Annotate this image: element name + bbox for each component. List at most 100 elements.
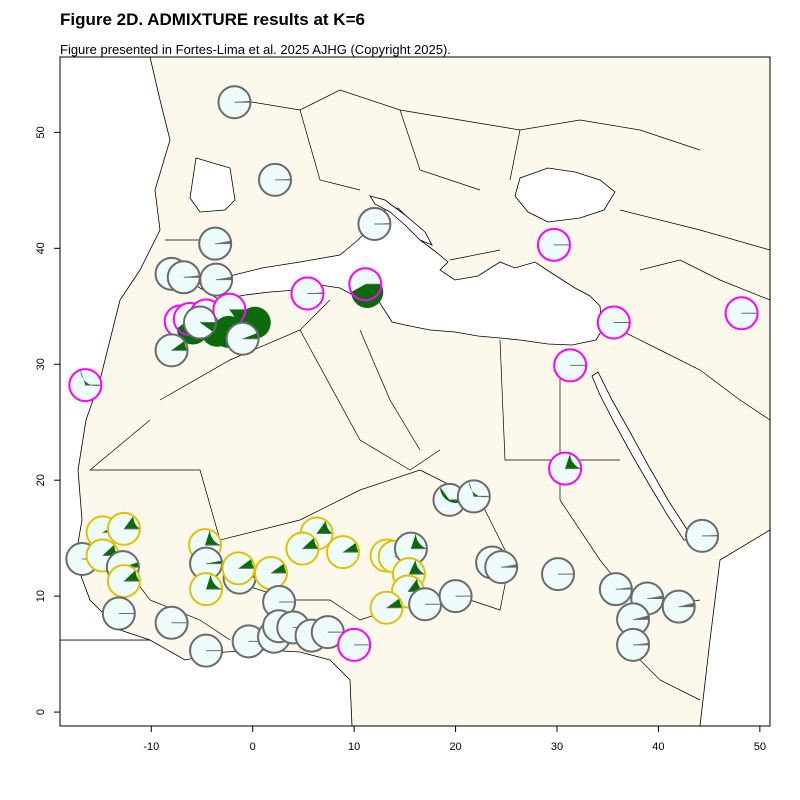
- pie-slice-grey: [615, 587, 632, 590]
- pie-slice-green: [468, 481, 490, 498]
- population-pie: [189, 633, 224, 668]
- pie-outline: [217, 85, 252, 120]
- x-tick-label: 10: [348, 741, 360, 753]
- pie-slice-green: [80, 369, 102, 386]
- border-line: [239, 89, 701, 151]
- pie-slice-green: [342, 542, 359, 553]
- pie-outline: [101, 596, 136, 631]
- y-tick-label: 10: [35, 590, 47, 602]
- pie-outline: [685, 518, 720, 553]
- population-pie: [598, 572, 633, 607]
- pie-slice-green: [171, 340, 188, 351]
- pie-outline: [285, 531, 320, 566]
- pie-outline: [198, 226, 233, 261]
- pie-outline: [325, 535, 360, 570]
- pie-outline: [598, 572, 633, 607]
- figure-title: Figure 2D. ADMIXTURE results at K=6: [60, 10, 365, 29]
- population-pie: [290, 276, 325, 311]
- pie-outline: [225, 321, 260, 356]
- pie-slice-green: [408, 559, 425, 575]
- pie-outline: [616, 627, 651, 662]
- population-pie: [189, 572, 224, 607]
- pie-base: [107, 565, 140, 598]
- pie-slice-green: [270, 563, 287, 573]
- pie-slice-green: [238, 558, 255, 569]
- pie-slice-grey: [216, 276, 233, 280]
- population-pie: [724, 296, 759, 331]
- border-line: [299, 329, 441, 471]
- adriatic-sea: [369, 195, 433, 246]
- pie-outline: [189, 633, 224, 668]
- pie-slice-grey: [633, 615, 650, 620]
- pie-outline: [536, 227, 571, 262]
- population-pie: [393, 531, 428, 566]
- population-pie: [106, 511, 141, 546]
- y-tick-label: 20: [35, 474, 47, 486]
- pie-slice-green: [302, 537, 319, 549]
- x-tick-label: 0: [250, 741, 256, 753]
- pie-outline: [154, 333, 189, 368]
- population-pie: [541, 557, 576, 592]
- border-line: [359, 329, 421, 451]
- population-pie: [661, 589, 696, 624]
- population-pie: [285, 531, 320, 566]
- pie-slice-green: [565, 453, 582, 469]
- pie-outline: [369, 590, 404, 625]
- x-tick-label: -10: [143, 741, 159, 753]
- pie-layer: [65, 85, 759, 668]
- y-tick-label: 40: [35, 242, 47, 254]
- pie-outline: [106, 564, 141, 599]
- population-pie: [408, 587, 443, 622]
- population-pie: [438, 579, 473, 614]
- population-pie: [106, 564, 141, 599]
- border-line: [619, 209, 771, 251]
- red-sea: [591, 371, 693, 541]
- border-line: [619, 329, 771, 421]
- population-pie: [212, 292, 271, 339]
- population-pie: [596, 305, 631, 340]
- biscay-bay: [189, 157, 236, 213]
- plot-frame: [59, 56, 771, 727]
- pie-slice-green: [123, 570, 140, 582]
- pie-outline: [541, 557, 576, 592]
- pie-slice-green: [206, 573, 223, 590]
- pie-outline: [258, 162, 293, 197]
- pie-slice-green: [386, 598, 403, 608]
- pie-outline: [182, 305, 217, 340]
- population-pie: [348, 267, 384, 308]
- population-pie: [217, 85, 252, 120]
- population-pie: [225, 321, 260, 356]
- population-pie: [154, 333, 189, 368]
- population-pie: [101, 596, 136, 631]
- population-pie: [253, 555, 288, 590]
- pie-slice-green: [316, 520, 333, 534]
- pie-slice-green: [410, 533, 427, 549]
- population-pie: [616, 627, 651, 662]
- x-tick-label: 20: [449, 741, 461, 753]
- pie-outline: [357, 206, 392, 241]
- pie-slice-green: [242, 332, 259, 339]
- population-pie: [369, 590, 404, 625]
- y-tick-label: 0: [35, 709, 47, 715]
- pie-outline: [484, 550, 519, 585]
- population-pie: [166, 260, 201, 295]
- pie-slice-grey: [647, 595, 664, 599]
- pie-slice-green: [351, 284, 384, 308]
- pie-outline: [68, 368, 103, 403]
- population-pie: [456, 479, 491, 514]
- pie-outline: [221, 551, 256, 586]
- pie-outline: [154, 605, 189, 640]
- pie-slice-green: [206, 560, 223, 564]
- border-line: [639, 259, 771, 301]
- pie-outline: [290, 276, 325, 311]
- pie-slice-grey: [678, 602, 695, 607]
- population-pie: [189, 546, 224, 581]
- population-pie: [154, 605, 189, 640]
- population-pie: [357, 206, 392, 241]
- population-pie: [685, 518, 720, 553]
- figure-subtitle: Figure presented in Fortes-Lima et al. 2…: [60, 42, 451, 57]
- population-pie: [536, 227, 571, 262]
- black-sea: [514, 167, 616, 223]
- pie-outline: [189, 572, 224, 607]
